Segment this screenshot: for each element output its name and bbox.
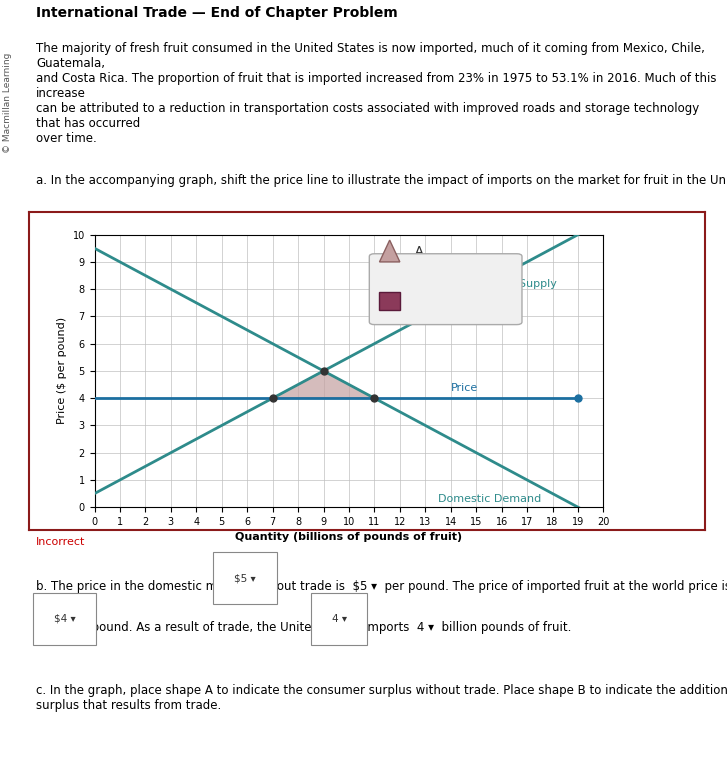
Text: © Macmillan Learning: © Macmillan Learning <box>3 53 12 154</box>
Text: Incorrect: Incorrect <box>36 537 86 547</box>
Polygon shape <box>273 371 374 398</box>
Text: Domestic Demand: Domestic Demand <box>438 494 542 503</box>
Text: $5 ▾: $5 ▾ <box>234 573 256 583</box>
Text: c. In the graph, place shape A to indicate the consumer surplus without trade. P: c. In the graph, place shape A to indica… <box>36 684 727 712</box>
FancyBboxPatch shape <box>379 292 400 310</box>
Text: The majority of fresh fruit consumed in the United States is now imported, much : The majority of fresh fruit consumed in … <box>36 42 717 145</box>
Text: a. In the accompanying graph, shift the price line to illustrate the impact of i: a. In the accompanying graph, shift the … <box>36 174 727 187</box>
FancyBboxPatch shape <box>369 254 522 325</box>
Text: 4 ▾: 4 ▾ <box>332 614 347 624</box>
Polygon shape <box>379 240 400 262</box>
Text: International Trade — End of Chapter Problem: International Trade — End of Chapter Pro… <box>36 6 398 20</box>
X-axis label: Quantity (billions of pounds of fruit): Quantity (billions of pounds of fruit) <box>236 532 462 543</box>
Text: A: A <box>415 245 424 257</box>
Text: Domestic Supply: Domestic Supply <box>464 279 558 289</box>
Text: b. The price in the domestic market without trade is  $5 ▾  per pound. The price: b. The price in the domestic market with… <box>36 580 727 593</box>
Text: B: B <box>415 294 424 307</box>
Y-axis label: Price ($ per pound): Price ($ per pound) <box>57 317 67 425</box>
Text: $4 ▾: $4 ▾ <box>54 614 76 624</box>
Text: Price: Price <box>451 383 478 393</box>
Text: $4 ▾  per pound. As a result of trade, the United States imports  4 ▾  billion p: $4 ▾ per pound. As a result of trade, th… <box>36 621 571 634</box>
